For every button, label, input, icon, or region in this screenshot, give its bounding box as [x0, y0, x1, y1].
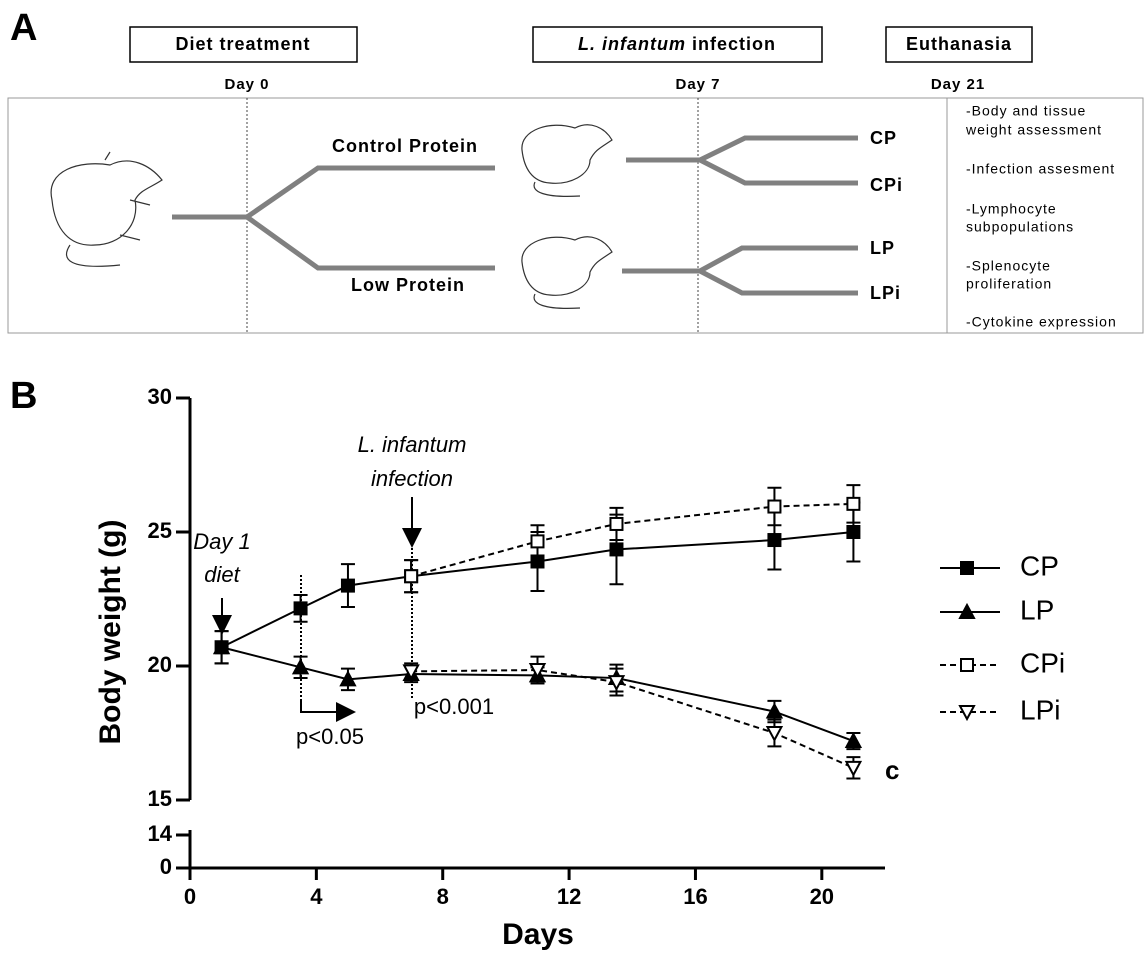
- y-axis-label: Body weight (g): [94, 520, 127, 745]
- outcome-text: subpopulations: [966, 219, 1074, 235]
- marker: [609, 542, 624, 557]
- marker: [402, 664, 420, 681]
- annotation: Day 1: [193, 529, 250, 554]
- stage-boxes: [129, 26, 1033, 63]
- panel-label: B: [10, 375, 37, 417]
- outcome-list: -Body and tissue weight assessment -Infect…: [965, 103, 1117, 330]
- x-tick-label: 4: [310, 884, 323, 909]
- legend-marker: [960, 561, 974, 575]
- marker: [528, 663, 547, 680]
- outcome-text: -Infection assesment: [966, 161, 1115, 177]
- diet-label: Low Protein: [351, 275, 465, 295]
- day-label: Day 21: [931, 76, 985, 93]
- marker: [767, 533, 782, 548]
- outcome-text: -Body and tissue: [966, 103, 1086, 119]
- outcome-text: -Lymphocyte: [966, 201, 1057, 217]
- marker: [765, 726, 784, 743]
- marker: [765, 702, 784, 719]
- group-label: LPi: [870, 283, 901, 303]
- mouse-icons: [50, 124, 613, 309]
- group-label: CPi: [870, 175, 903, 195]
- group-label: LP: [870, 238, 895, 258]
- legend-marker: [958, 705, 976, 722]
- marker: [212, 638, 231, 655]
- series-line: [221, 531, 854, 649]
- diet-label: Control Protein: [332, 136, 478, 156]
- legend-marker: [960, 658, 974, 672]
- panel-label: A: [10, 7, 37, 49]
- marker: [291, 658, 310, 675]
- marker: [293, 601, 308, 616]
- x-tick-label: 20: [810, 884, 834, 909]
- outcome-text: -Cytokine expression: [966, 314, 1117, 330]
- outcome-text: proliferation: [966, 276, 1052, 292]
- panel-a-frame: [7, 97, 1144, 334]
- box-label-italic: L. infantum: [578, 34, 686, 54]
- annotation: L. infantum: [358, 432, 467, 457]
- y-tick-label: 30: [148, 384, 172, 409]
- outcome-text: weight assessment: [965, 122, 1102, 138]
- annotation: diet: [204, 562, 240, 587]
- legend-label: CP: [1020, 550, 1059, 581]
- y-tick-label: 14: [148, 821, 173, 846]
- x-axis-label: Days: [502, 918, 574, 951]
- x-tick-label: 0: [184, 884, 196, 909]
- legend-marker: [958, 602, 976, 619]
- annotation: p<0.05: [296, 724, 364, 749]
- day-divider: [246, 98, 699, 333]
- y-tick-label: 15: [148, 786, 172, 811]
- annotation: infection: [371, 466, 453, 491]
- x-tick-label: 8: [437, 884, 449, 909]
- series-line: [221, 646, 854, 742]
- annotation: p<0.001: [414, 694, 494, 719]
- box-label-rest: infection: [692, 34, 776, 54]
- plot-area: 0 14 15 20 25 30 0 4 8 12 16 20 Day 1 diet L. infantum…: [148, 384, 1066, 909]
- arrow: [300, 700, 356, 722]
- day-label: Day 0: [224, 76, 269, 93]
- marker: [767, 499, 782, 514]
- marker: [404, 569, 419, 584]
- annotation: c: [885, 755, 899, 785]
- box-label: L. infantum infection: [578, 34, 776, 54]
- marker: [844, 760, 863, 777]
- x-tick-label: 12: [557, 884, 581, 909]
- legend-label: LPi: [1020, 694, 1060, 725]
- legend-label: CPi: [1020, 647, 1065, 678]
- series-line: [411, 669, 854, 769]
- y-tick-label: 0: [160, 854, 172, 879]
- branches: [172, 135, 858, 296]
- day-label: Day 7: [675, 76, 720, 93]
- marker: [530, 534, 545, 549]
- outcome-text: -Splenocyte: [966, 258, 1051, 274]
- marker: [339, 670, 357, 687]
- y-tick-label: 20: [148, 652, 172, 677]
- marker: [846, 496, 861, 511]
- y-tick-label: 25: [148, 518, 172, 543]
- marker: [607, 675, 626, 692]
- marker: [844, 731, 863, 749]
- group-label: CP: [870, 128, 897, 148]
- series-line: [410, 502, 854, 578]
- marker: [846, 525, 861, 539]
- marker: [609, 516, 624, 531]
- marker: [340, 578, 355, 593]
- box-label: Diet treatment: [175, 34, 310, 54]
- x-tick-label: 16: [683, 884, 707, 909]
- legend-label: LP: [1020, 594, 1054, 625]
- box-label: Euthanasia: [906, 34, 1012, 54]
